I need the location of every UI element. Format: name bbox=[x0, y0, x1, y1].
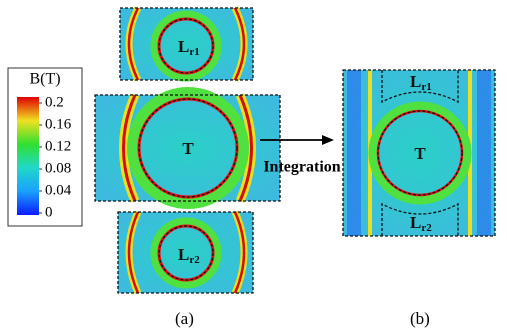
caption: (a) bbox=[175, 309, 194, 328]
region-label: T bbox=[414, 144, 426, 163]
arrow-label: Integration bbox=[263, 159, 340, 176]
region-label: T bbox=[182, 139, 194, 158]
colorbar bbox=[17, 97, 39, 215]
colorbar-tick-label: 0.2 bbox=[45, 94, 64, 110]
colorbar-tick-label: 0.08 bbox=[45, 160, 71, 176]
arrowhead bbox=[322, 135, 334, 145]
panel-b: Lr1 T Lr2 (b) bbox=[343, 70, 495, 328]
colorbar-tick-label: 0.16 bbox=[45, 116, 72, 132]
caption: (b) bbox=[410, 309, 430, 328]
colorbar-tick-label: 0.04 bbox=[45, 182, 72, 198]
panel-a: Lr1 T Lr2 (a) bbox=[95, 8, 280, 328]
figure: B(T) 0.20.160.120.080.040 Lr1 T Lr2 bbox=[0, 0, 507, 332]
colorbar-title: B(T) bbox=[29, 71, 60, 88]
colorbar-tick-label: 0 bbox=[45, 204, 53, 220]
colorbar-tick-label: 0.12 bbox=[45, 138, 71, 154]
